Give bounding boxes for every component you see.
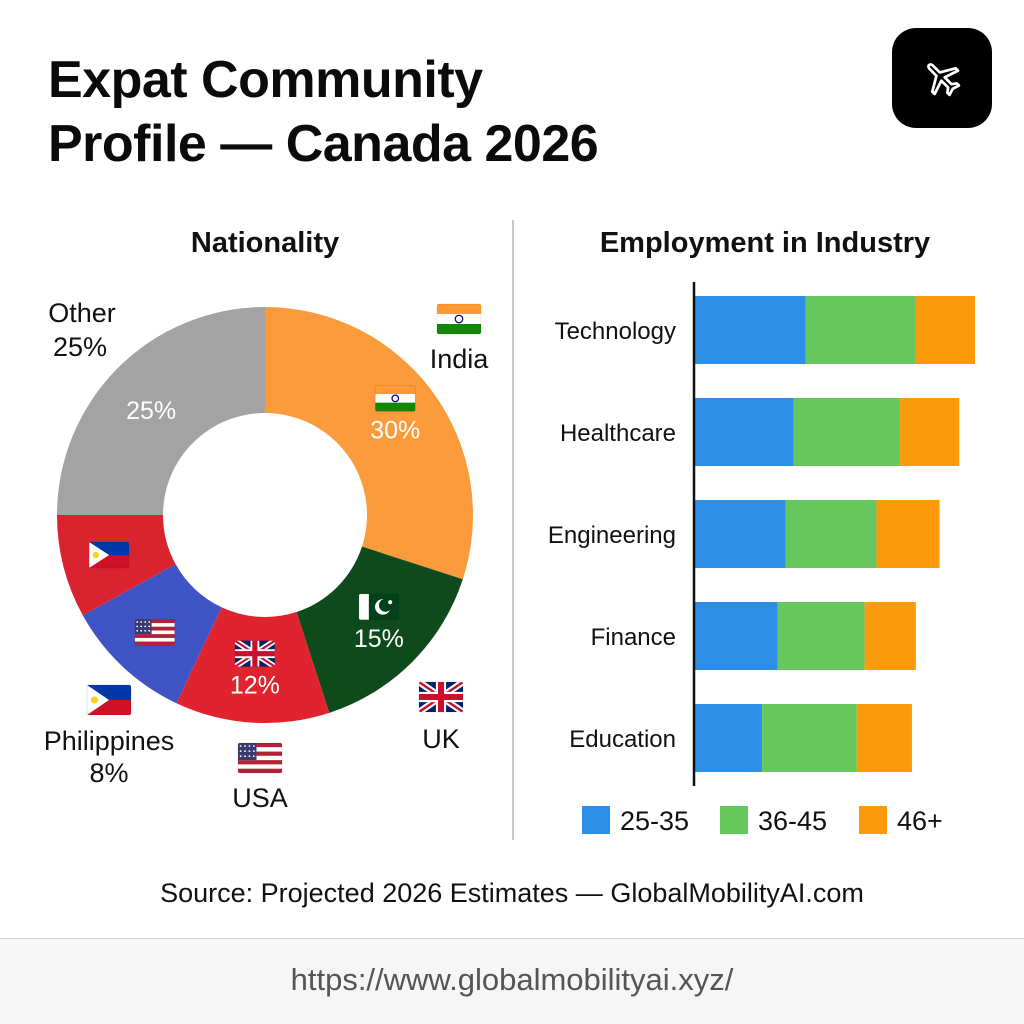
- donut-outer-label-philippines: Philippines: [44, 726, 175, 756]
- bar-segment-36-45: [793, 398, 901, 466]
- donut-slice-uk: [296, 546, 463, 713]
- bar-segment-46plus: [876, 500, 940, 568]
- source-caption: Source: Projected 2026 Estimates — Globa…: [160, 878, 864, 908]
- donut-slice-value-usa: 12%: [230, 672, 280, 700]
- bar-category-label: Education: [569, 726, 676, 753]
- legend-label: 25-35: [620, 806, 689, 836]
- bar-category-label: Technology: [555, 318, 676, 345]
- bar-segment-46plus: [856, 704, 912, 772]
- india-flag-icon: [436, 303, 482, 335]
- bar-chart-title: Employment in Industry: [600, 227, 930, 259]
- legend-swatch: [859, 806, 887, 834]
- uk-flag-icon: [234, 640, 276, 668]
- donut-outer-label-other: Other: [48, 298, 116, 328]
- airplane-icon: [927, 63, 961, 97]
- bar-category-label: Finance: [591, 624, 676, 651]
- bar-category-label: Healthcare: [560, 420, 676, 447]
- usa-flag-icon: [134, 618, 176, 646]
- donut-slice-value-india: 30%: [370, 416, 420, 444]
- bar-segment-25-35: [695, 500, 786, 568]
- bar-segment-36-45: [805, 296, 916, 364]
- donut-outer-value-philippines: 8%: [89, 758, 128, 788]
- page-title: Expat Community Profile — Canada 2026: [48, 48, 808, 176]
- donut-slice-value-uk: 15%: [354, 625, 404, 653]
- title-line-2: Profile — Canada 2026: [48, 115, 599, 173]
- footer-divider: [0, 938, 1024, 939]
- legend-swatch: [582, 806, 610, 834]
- india-flag-icon: [374, 384, 416, 412]
- philippines-flag-icon: [88, 541, 130, 569]
- donut-slice-value-other: 25%: [126, 397, 176, 425]
- footer-band: [0, 939, 1024, 1024]
- employment-bar-chart: Employment in Industry Technology Healthc…: [548, 227, 976, 836]
- footer-url: https://www.globalmobilityai.xyz/: [290, 962, 734, 997]
- bar-segment-46plus: [915, 296, 976, 364]
- usa-flag-icon: [237, 742, 283, 774]
- pakistan-flag-icon: [358, 593, 400, 621]
- logo-badge: [892, 28, 992, 128]
- donut-slice-india: [265, 307, 473, 580]
- bar-segment-25-35: [695, 296, 806, 364]
- donut-slice-other: [57, 307, 265, 515]
- donut-outer-label-usa: USA: [232, 783, 288, 813]
- bar-segment-46plus: [864, 602, 916, 670]
- legend-label: 46+: [897, 806, 943, 836]
- philippines-flag-icon: [86, 684, 132, 716]
- bar-segment-25-35: [695, 398, 794, 466]
- title-line-1: Expat Community: [48, 51, 483, 109]
- donut-outer-label-uk: UK: [422, 724, 460, 754]
- panel-divider: [512, 220, 514, 840]
- donut-chart-title: Nationality: [191, 227, 339, 259]
- bar-segment-25-35: [695, 602, 778, 670]
- uk-flag-icon: [418, 681, 464, 713]
- bar-segment-46plus: [900, 398, 960, 466]
- donut-outer-label-india: India: [430, 344, 490, 374]
- donut-outer-value-other: 25%: [53, 332, 107, 362]
- legend-swatch: [720, 806, 748, 834]
- legend-label: 36-45: [758, 806, 827, 836]
- bar-segment-36-45: [777, 602, 865, 670]
- bar-category-label: Engineering: [548, 522, 676, 549]
- nationality-donut-chart: Nationality 30% 15% 12% 25% India UK USA Philip…: [44, 227, 490, 813]
- bar-segment-25-35: [695, 704, 763, 772]
- bar-segment-36-45: [785, 500, 877, 568]
- bar-segment-36-45: [762, 704, 857, 772]
